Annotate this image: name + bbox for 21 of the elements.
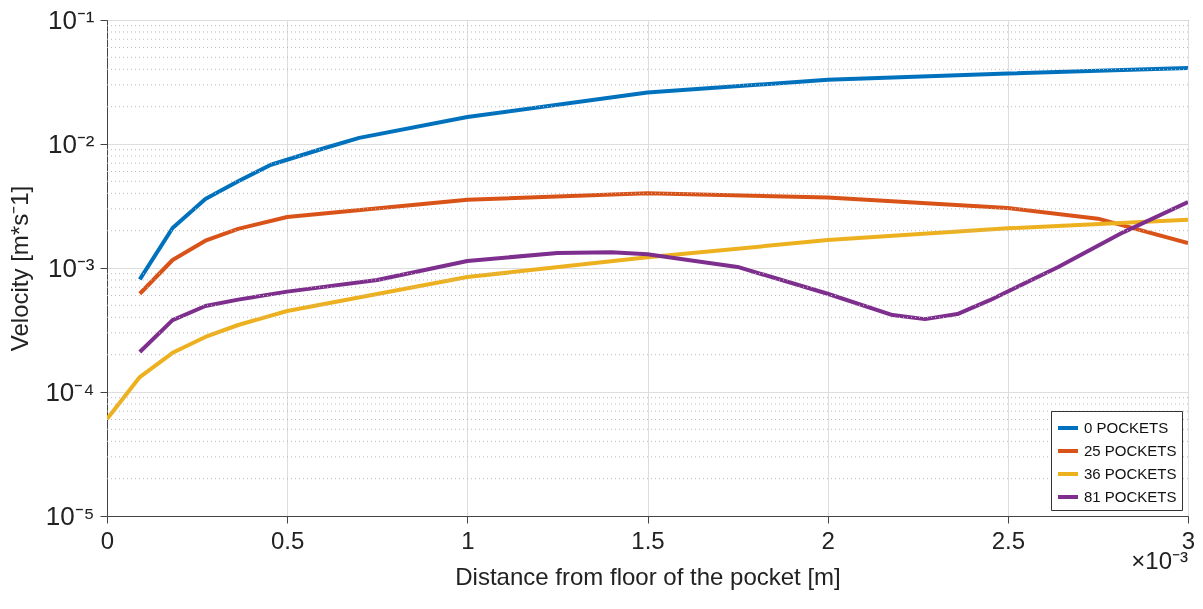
legend-label: 81 POCKETS: [1084, 488, 1177, 505]
y-tick-label: 10⁻¹: [47, 4, 95, 35]
y-tick-label: 10⁻²: [47, 128, 95, 159]
x-tick-label: 2.5: [991, 526, 1026, 554]
x-tick-label: 1.5: [631, 526, 665, 554]
y-axis-title: Velocity [m*s⁻1]: [6, 185, 34, 352]
legend-label: 0 POCKETS: [1084, 419, 1169, 436]
line-series: [107, 217, 1188, 422]
line-series: [137, 191, 1188, 296]
x-tick-label: 0.5: [270, 526, 305, 554]
x-tick-label: 2: [821, 526, 835, 554]
legend-label: 25 POCKETS: [1084, 442, 1177, 459]
x-axis-title: Distance from floor of the pocket [m]: [455, 562, 841, 590]
x-tick-label: 1: [461, 526, 475, 554]
line-series: [137, 200, 1188, 355]
y-tick-label: 10⁻⁴: [45, 376, 95, 407]
legend-label: 36 POCKETS: [1084, 465, 1177, 482]
y-tick-label: 10⁻³: [47, 252, 95, 283]
x-tick-label: 0: [100, 526, 115, 554]
y-tick-label: 10⁻⁵: [45, 500, 95, 531]
line-series: [137, 66, 1188, 282]
